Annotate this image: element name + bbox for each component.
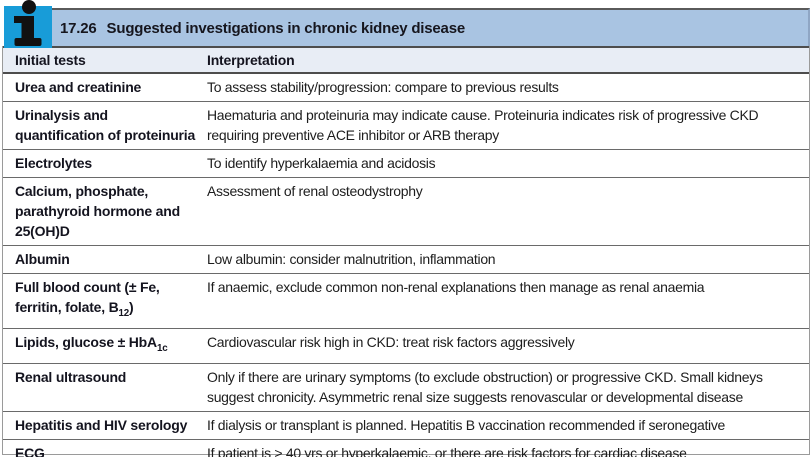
- box-title-bar: 17.26 Suggested investigations in chroni…: [24, 8, 810, 46]
- table-row: Full blood count (± Fe, ferritin, folate…: [3, 274, 809, 329]
- text-segment: Renal ultrasound: [15, 368, 127, 385]
- text-segment: To assess stability/progression: compare…: [207, 79, 559, 95]
- interpretation-cell: If patient is > 40 yrs or hyperkalaemic,…: [207, 443, 803, 457]
- table-row: Calcium, phosphate, parathyroid hormone …: [3, 178, 809, 246]
- text-segment: Low albumin: consider malnutrition, infl…: [207, 251, 496, 267]
- text-segment: Full blood count (± Fe, ferritin, folate…: [15, 279, 160, 315]
- interpretation-cell: To identify hyperkalaemia and acidosis: [207, 153, 803, 173]
- text-segment: Albumin: [15, 251, 70, 267]
- text-segment: Urinalysis and quantification of protein…: [15, 107, 196, 143]
- initial-test-cell: Hepatitis and HIV serology: [15, 415, 207, 435]
- interpretation-cell: If dialysis or transplant is planned. He…: [207, 415, 803, 435]
- interpretation-cell: To assess stability/progression: compare…: [207, 77, 803, 97]
- text-segment: 1c: [156, 342, 168, 354]
- text-segment: ECG: [15, 444, 45, 457]
- interpretation-cell: Haematuria and proteinuria may indicate …: [207, 105, 803, 145]
- text-segment: Electrolytes: [15, 155, 92, 171]
- investigations-table: Initial tests Interpretation Urea and cr…: [2, 46, 810, 457]
- table-row: ECG If patient is > 40 yrs or hyperkalaem…: [3, 440, 809, 457]
- initial-test-cell: Renal ultrasound: [15, 367, 207, 407]
- box-number: 17.26: [60, 19, 97, 37]
- initial-test-cell: Electrolytes: [15, 153, 207, 173]
- interpretation-cell: Only if there are urinary symptoms (to e…: [207, 367, 803, 407]
- text-segment: Assessment of renal osteodystrophy: [207, 183, 423, 199]
- initial-test-cell: Urea and creatinine: [15, 77, 207, 97]
- text-segment: Lipids, glucose ± HbA: [15, 333, 157, 350]
- interpretation-cell: Assessment of renal osteodystrophy: [207, 181, 803, 241]
- text-segment: If patient is > 40 yrs or hyperkalaemic,…: [207, 444, 687, 457]
- table-row: Renal ultrasound Only if there are urinar…: [3, 364, 809, 412]
- text-segment: Hepatitis and HIV serology: [15, 416, 188, 433]
- text-segment: Only if there are urinary symptoms (to e…: [207, 368, 763, 405]
- initial-test-cell: ECG: [15, 443, 207, 457]
- interpretation-cell: If anaemic, exclude common non-renal exp…: [207, 277, 803, 324]
- column-header-interpretation: Interpretation: [207, 52, 295, 68]
- column-header-row: Initial tests Interpretation: [3, 46, 809, 74]
- initial-test-cell: Albumin: [15, 249, 207, 269]
- box-title: Suggested investigations in chronic kidn…: [106, 19, 466, 37]
- initial-test-cell: Calcium, phosphate, parathyroid hormone …: [15, 181, 207, 241]
- text-segment: Cardiovascular risk high in CKD: treat r…: [207, 333, 575, 350]
- table-row: Lipids, glucose ± HbA1c Cardiovascular ri…: [3, 329, 809, 364]
- text-segment: 12: [118, 307, 130, 319]
- text-segment: Haematuria and proteinuria may indicate …: [207, 107, 759, 143]
- text-segment: ): [129, 299, 134, 315]
- initial-test-cell: Lipids, glucose ± HbA1c: [15, 332, 207, 359]
- interpretation-cell: Low albumin: consider malnutrition, infl…: [207, 249, 803, 269]
- initial-test-cell: Full blood count (± Fe, ferritin, folate…: [15, 277, 207, 324]
- table-row: Urinalysis and quantification of protein…: [3, 102, 809, 150]
- column-header-initial-tests: Initial tests: [15, 52, 86, 68]
- initial-test-cell: Urinalysis and quantification of protein…: [15, 105, 207, 145]
- text-segment: Calcium, phosphate, parathyroid hormone …: [15, 183, 180, 239]
- text-segment: To identify hyperkalaemia and acidosis: [207, 155, 436, 171]
- table-row: Urea and creatinine To assess stability/p…: [3, 74, 809, 102]
- text-segment: If anaemic, exclude common non-renal exp…: [207, 279, 705, 295]
- box-header: 17.26 Suggested investigations in chroni…: [0, 0, 812, 48]
- table-row: Albumin Low albumin: consider malnutritio…: [3, 246, 809, 274]
- table-row: Electrolytes To identify hyperkalaemia an…: [3, 150, 809, 178]
- table-row: Hepatitis and HIV serology If dialysis or…: [3, 412, 809, 440]
- interpretation-cell: Cardiovascular risk high in CKD: treat r…: [207, 332, 803, 359]
- table-rows: Urea and creatinine To assess stability/p…: [3, 74, 809, 457]
- text-segment: If dialysis or transplant is planned. He…: [207, 416, 726, 433]
- text-segment: Urea and creatinine: [15, 79, 142, 95]
- info-icon: [4, 0, 52, 48]
